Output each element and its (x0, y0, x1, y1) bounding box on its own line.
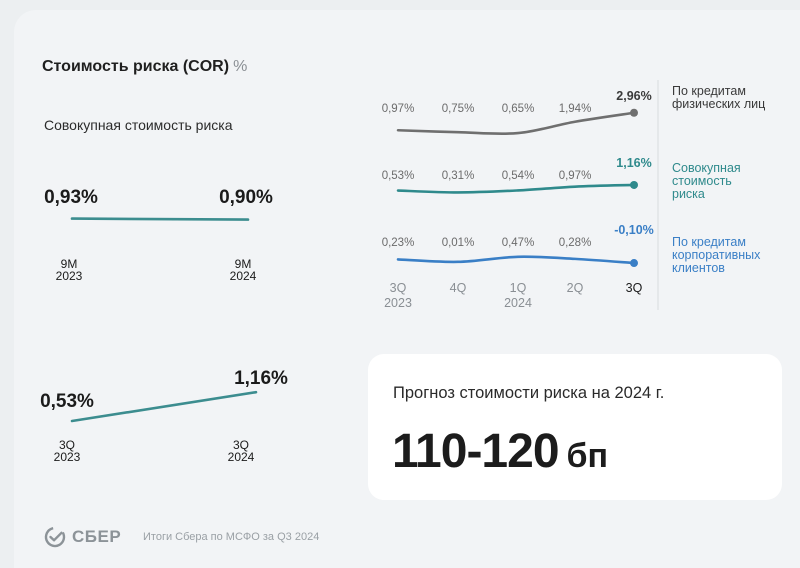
legend-label: клиентов (672, 261, 725, 275)
data-label: 0,97% (559, 170, 592, 182)
data-label: 0,75% (442, 103, 475, 115)
page-title: Стоимость риска (COR)% (42, 58, 247, 76)
data-label: 0,01% (442, 237, 475, 249)
x-tick-label-quarter: 3Q (390, 281, 407, 295)
forecast-card: Прогноз стоимости риска на 2024 г. 110-1… (368, 354, 782, 500)
data-label: 0,53% (382, 170, 415, 182)
line-3q (70, 390, 258, 423)
x-tick-label-9m: 9M (235, 257, 252, 271)
data-label: 1,94% (559, 103, 592, 115)
series-endpoint-1 (630, 180, 638, 189)
sber-logo-icon (44, 526, 66, 548)
x-tick-label-quarter: 1Q (510, 281, 527, 295)
forecast-value-wrapper: 110-120 бп (392, 424, 608, 479)
legend-label: физических лиц (672, 97, 765, 111)
legend-label: корпоративных (672, 248, 761, 262)
data-label: 0,65% (502, 103, 535, 115)
x-tick-label-3q: 2024 (228, 450, 255, 464)
x-tick-label-9m: 9M (61, 257, 78, 271)
x-tick-label-quarter: 2023 (384, 296, 412, 310)
data-label: -0,10% (614, 223, 654, 237)
series-line-2 (396, 255, 636, 265)
x-tick-label-quarter: 3Q (626, 281, 643, 295)
legend-label: Совокупная (672, 161, 741, 175)
data-label: 0,54% (502, 170, 535, 182)
data-label: 2,96% (616, 89, 651, 103)
series-endpoint-0 (630, 108, 638, 117)
x-tick-label-3q: 2023 (54, 450, 81, 464)
data-label: 0,23% (382, 237, 415, 249)
footer-text: Итоги Сбера по МСФО за Q3 2024 (143, 531, 320, 543)
legend-label: риска (672, 187, 705, 201)
x-tick-label-quarter: 2Q (567, 281, 584, 295)
data-label-3q: 0,53% (40, 391, 94, 412)
series-line-0 (396, 111, 636, 136)
title-text: Стоимость риска (COR) (42, 58, 230, 75)
x-tick-label-9m: 2023 (56, 269, 83, 283)
x-tick-label-quarter: 2024 (504, 296, 532, 310)
series-endpoint-2 (630, 259, 638, 268)
x-tick-label-9m: 2024 (230, 269, 257, 283)
data-label: 0,97% (382, 103, 415, 115)
data-label: 1,16% (616, 156, 651, 170)
chart-subtitle: Совокупная стоимость риска (44, 117, 233, 133)
data-label-3q: 1,16% (234, 368, 288, 389)
forecast-title: Прогноз стоимости риска на 2024 г. (393, 384, 665, 402)
forecast-unit: бп (566, 437, 609, 475)
data-label: 0,31% (442, 170, 475, 182)
data-label: 0,28% (559, 237, 592, 249)
title-unit: % (233, 58, 248, 75)
logo-text: СБЕР (72, 527, 122, 546)
legend-label: По кредитам (672, 235, 746, 249)
legend-label: По кредитам (672, 84, 746, 98)
x-tick-label-quarter: 4Q (450, 281, 467, 295)
series-line-1 (396, 183, 636, 194)
data-label-9m: 0,90% (219, 187, 273, 208)
x-tick-label-3q: 3Q (233, 438, 249, 452)
x-tick-label-3q: 3Q (59, 438, 75, 452)
data-label-9m: 0,93% (44, 187, 98, 208)
forecast-value: 110-120 (392, 425, 560, 478)
data-label: 0,47% (502, 237, 535, 249)
legend-label: стоимость (672, 174, 732, 188)
line-9m (70, 217, 250, 221)
sber-logo: СБЕР (44, 526, 121, 548)
